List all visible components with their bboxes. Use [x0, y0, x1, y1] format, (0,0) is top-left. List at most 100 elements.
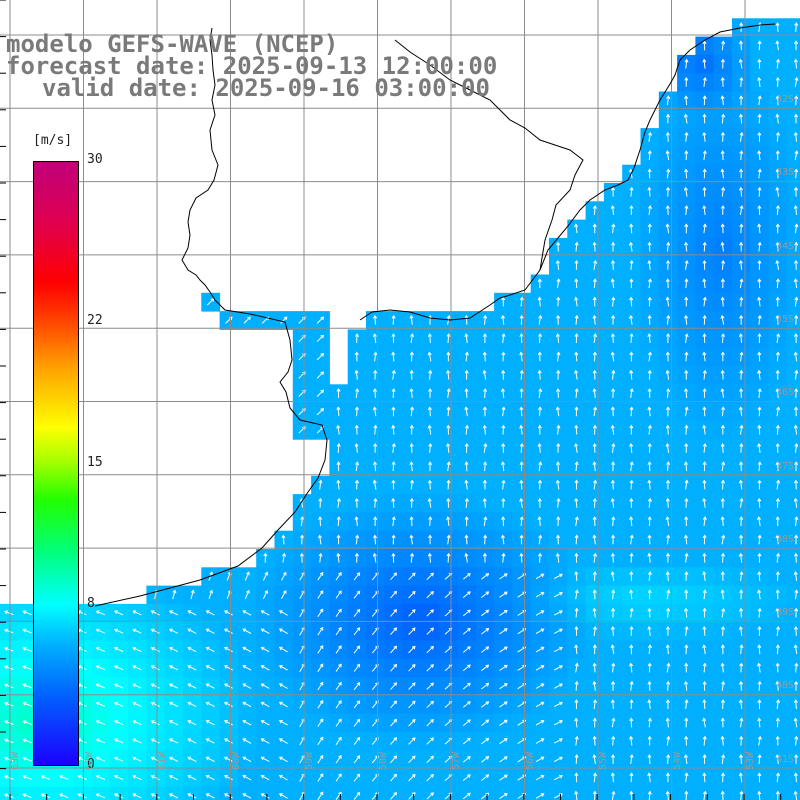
wave-arrow [610, 497, 615, 508]
wave-arrow [390, 718, 398, 727]
wave-arrow [113, 646, 124, 652]
wave-arrow [574, 534, 579, 545]
wave-arrow [318, 497, 323, 508]
wave-arrow [190, 589, 195, 600]
wave-arrow [501, 479, 506, 490]
wave-arrow [519, 534, 524, 545]
wave-arrow [500, 314, 505, 325]
wave-arrow [665, 644, 670, 655]
wave-arrow [242, 756, 252, 763]
wave-arrow [611, 223, 616, 234]
wave-arrow [426, 609, 434, 617]
wave-arrow [592, 461, 597, 472]
wave-arrow [317, 626, 324, 636]
latitude-label: 32S [775, 94, 794, 105]
latitude-label: 33S [775, 167, 794, 179]
wave-arrow [373, 424, 378, 435]
wave-arrow [776, 333, 781, 344]
wave-arrow [611, 516, 616, 527]
wave-arrow [446, 497, 451, 508]
coastline [94, 23, 776, 607]
wave-arrow [408, 755, 416, 764]
wave-arrow [574, 351, 579, 362]
wave-arrow [501, 333, 506, 344]
wave-arrow [757, 186, 762, 197]
wave-arrow [665, 333, 671, 344]
wave-arrow [481, 701, 490, 708]
wave-arrow [665, 497, 670, 508]
wave-arrow [409, 351, 414, 362]
wave-arrow [720, 644, 725, 655]
wave-arrow [757, 58, 762, 69]
wave-arrow [113, 628, 124, 634]
wave-arrow [22, 683, 32, 689]
wave-arrow [739, 644, 744, 655]
wave-arrow [391, 516, 396, 527]
wave-arrow [4, 701, 14, 707]
wave-arrow [317, 791, 324, 800]
wave-arrow [390, 700, 398, 709]
wave-arrow [519, 388, 524, 398]
wave-arrow [372, 388, 378, 398]
wave-arrow [95, 610, 105, 616]
wave-arrow [168, 628, 179, 634]
wave-arrow [775, 589, 780, 600]
wave-arrow [354, 369, 359, 380]
wave-arrow [482, 333, 488, 344]
wave-arrow [553, 774, 563, 781]
wave-arrow [113, 665, 124, 671]
wave-arrow [629, 333, 634, 344]
wave-arrow [720, 95, 725, 106]
wave-arrow [390, 737, 398, 745]
wave-arrow [408, 773, 416, 782]
wave-arrow [390, 627, 398, 636]
wave-arrow [775, 388, 780, 398]
wave-arrow [793, 205, 798, 215]
wave-arrow [684, 589, 689, 600]
wave-arrow [793, 113, 799, 124]
wave-arrow [647, 296, 652, 307]
wave-arrow [336, 516, 341, 527]
wave-arrow [647, 223, 652, 234]
wave-arrow [223, 665, 233, 671]
wave-arrow [4, 738, 14, 744]
wave-arrow [720, 442, 725, 453]
wave-arrow [4, 756, 14, 762]
wave-arrow [499, 646, 508, 653]
wave-arrow [535, 628, 545, 635]
wave-arrow [410, 552, 415, 563]
wave-arrow [113, 683, 124, 689]
wave-arrow [684, 76, 689, 87]
wave-arrow [684, 333, 689, 344]
wave-arrow [464, 534, 469, 545]
wave-arrow [684, 259, 689, 270]
wave-arrow [721, 186, 726, 197]
wave-arrow [113, 756, 124, 762]
wave-arrow [739, 589, 744, 600]
wave-arrow [665, 442, 670, 453]
wave-arrow [702, 662, 707, 673]
wave-arrow [776, 552, 781, 563]
wave-arrow [775, 76, 780, 87]
wave-arrow [775, 95, 780, 106]
wave-arrow [794, 296, 799, 307]
wave-arrow [738, 754, 744, 764]
wave-arrow [684, 351, 689, 362]
wave-arrow [535, 793, 545, 799]
wave-arrow [408, 682, 416, 690]
wave-arrow [205, 738, 215, 744]
longitude-label: 53W [745, 751, 756, 770]
wave-arrow [462, 792, 471, 800]
wave-arrow [702, 772, 707, 783]
wave-arrow [684, 205, 689, 215]
wave-arrow [720, 241, 725, 252]
wave-arrow [391, 406, 396, 417]
wave-arrow [462, 774, 471, 781]
wave-arrow [187, 701, 197, 708]
wave-arrow [499, 628, 508, 635]
wave-arrow [684, 223, 689, 234]
wave-arrow [464, 461, 469, 472]
wave-arrow [410, 406, 415, 417]
wave-arrow [260, 720, 270, 726]
